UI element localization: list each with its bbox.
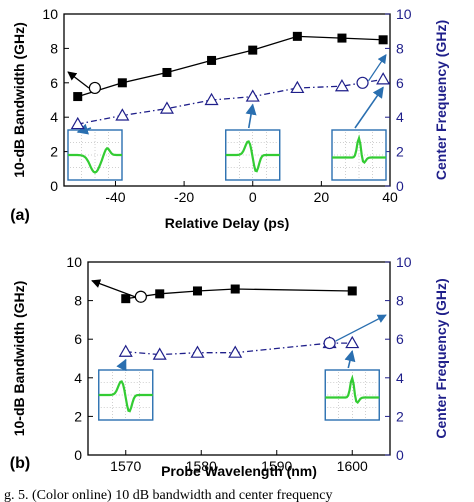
bandwidth-line	[77, 35, 384, 98]
axis-indicator-circle	[323, 336, 336, 350]
inset-pulse-trace	[225, 140, 280, 173]
inset-pulse-trace	[332, 134, 386, 165]
y-axis-label: 10-dB Bandwidth (GHz)	[11, 281, 27, 437]
y2-tick-label: 4	[396, 370, 404, 386]
y-tick-label: 10	[42, 6, 58, 22]
right-axis-arrow	[368, 54, 387, 82]
center-frequency-point	[334, 79, 349, 92]
y2-tick-label: 8	[396, 293, 404, 309]
y2-tick-label: 0	[396, 447, 404, 463]
inset-pulse-trace	[98, 380, 153, 413]
y2-tick-label: 2	[396, 408, 404, 424]
x-tick-label: 1580	[186, 458, 217, 474]
y-tick-label: 2	[74, 408, 82, 424]
plot-frame-1	[87, 261, 391, 456]
oscilloscope-inset	[324, 369, 380, 421]
center-frequency-point	[115, 108, 130, 121]
bandwidth-point	[162, 67, 172, 77]
x-tick-label: 40	[382, 189, 398, 205]
y-tick-label: 2	[50, 144, 58, 160]
x-tick-label: 1600	[337, 458, 368, 474]
center-frequency-point	[376, 72, 391, 85]
y-tick-label: 6	[50, 75, 58, 91]
y2-tick-label: 6	[396, 331, 404, 347]
y-tick-label: 8	[50, 40, 58, 56]
bandwidth-point	[292, 31, 302, 41]
y2-axis-label: Center Frequency (GHz)	[433, 20, 449, 180]
y-tick-label: 0	[74, 447, 82, 463]
y-axis-label: 10-dB Bandwidth (GHz)	[11, 22, 27, 178]
inset-pointer-arrow	[344, 349, 356, 369]
panel-label: (b)	[10, 455, 30, 472]
axis-indicator-circle	[356, 76, 369, 89]
x-tick-label: 1570	[110, 458, 141, 474]
left-axis-arrow	[67, 71, 90, 89]
x-tick-label: -40	[105, 189, 125, 205]
y2-axis-label: Center Frequency (GHz)	[433, 278, 449, 438]
x-tick-label: 1590	[261, 458, 292, 474]
bandwidth-point	[207, 55, 217, 65]
bandwidth-point	[230, 284, 240, 294]
center-frequency-point	[228, 345, 243, 358]
y2-tick-label: 10	[396, 254, 412, 270]
bandwidth-point	[192, 286, 202, 296]
oscilloscope-inset	[67, 129, 123, 181]
y-tick-label: 0	[50, 178, 58, 194]
y2-tick-label: 10	[396, 6, 412, 22]
x-tick-label: 20	[314, 189, 330, 205]
x-axis-label: Probe Wavelength (nm)	[161, 463, 317, 479]
center-frequency-point	[204, 92, 219, 106]
center-frequency-point	[159, 101, 174, 114]
y2-tick-label: 2	[396, 144, 404, 160]
x-tick-label: -20	[174, 189, 194, 205]
center-frequency-point	[245, 89, 260, 102]
inset-pointer-arrow	[354, 86, 384, 129]
y-tick-label: 6	[74, 331, 82, 347]
bandwidth-point	[117, 78, 127, 88]
figure-caption: g. 5. (Color online) 10 dB bandwidth and…	[4, 488, 333, 502]
bandwidth-point	[121, 294, 131, 304]
bandwidth-point	[337, 33, 347, 43]
y2-tick-label: 4	[396, 109, 404, 125]
inset-pulse-trace	[325, 374, 380, 405]
axis-indicator-circle	[134, 290, 147, 303]
inset-pointer-arrow	[245, 103, 257, 129]
y-tick-label: 8	[74, 293, 82, 309]
panel-label: (a)	[10, 207, 30, 224]
bandwidth-point	[155, 289, 165, 299]
bandwidth-point	[73, 92, 83, 102]
y2-tick-label: 8	[396, 40, 404, 56]
center-frequency-point	[345, 335, 360, 349]
y-tick-label: 4	[50, 109, 58, 125]
y-tick-label: 4	[74, 370, 82, 386]
y2-tick-label: 6	[396, 75, 404, 91]
oscilloscope-inset	[225, 129, 281, 181]
right-axis-arrow	[335, 314, 387, 342]
bandwidth-point	[378, 35, 388, 45]
bandwidth-point	[347, 286, 357, 296]
center-frequency-point	[190, 345, 205, 358]
axis-indicator-circle	[88, 81, 101, 95]
x-tick-label: 0	[249, 189, 257, 205]
left-axis-arrow	[91, 279, 136, 298]
y-tick-label: 10	[66, 254, 82, 270]
center-frequency-point	[70, 116, 85, 130]
inset-pulse-trace	[68, 146, 122, 174]
inset-pointer-arrow	[116, 358, 127, 372]
bandwidth-point	[248, 45, 258, 55]
y2-tick-label: 0	[396, 178, 404, 194]
center-frequency-point	[118, 344, 133, 357]
oscilloscope-inset	[98, 369, 154, 421]
center-frequency-point	[290, 80, 305, 94]
inset-pointer-arrow	[76, 123, 92, 135]
x-axis-label: Relative Delay (ps)	[165, 215, 290, 231]
center-frequency-point	[152, 347, 167, 360]
oscilloscope-inset	[331, 129, 387, 181]
center-frequency-line	[77, 78, 384, 125]
plot-frame-0	[63, 13, 391, 187]
